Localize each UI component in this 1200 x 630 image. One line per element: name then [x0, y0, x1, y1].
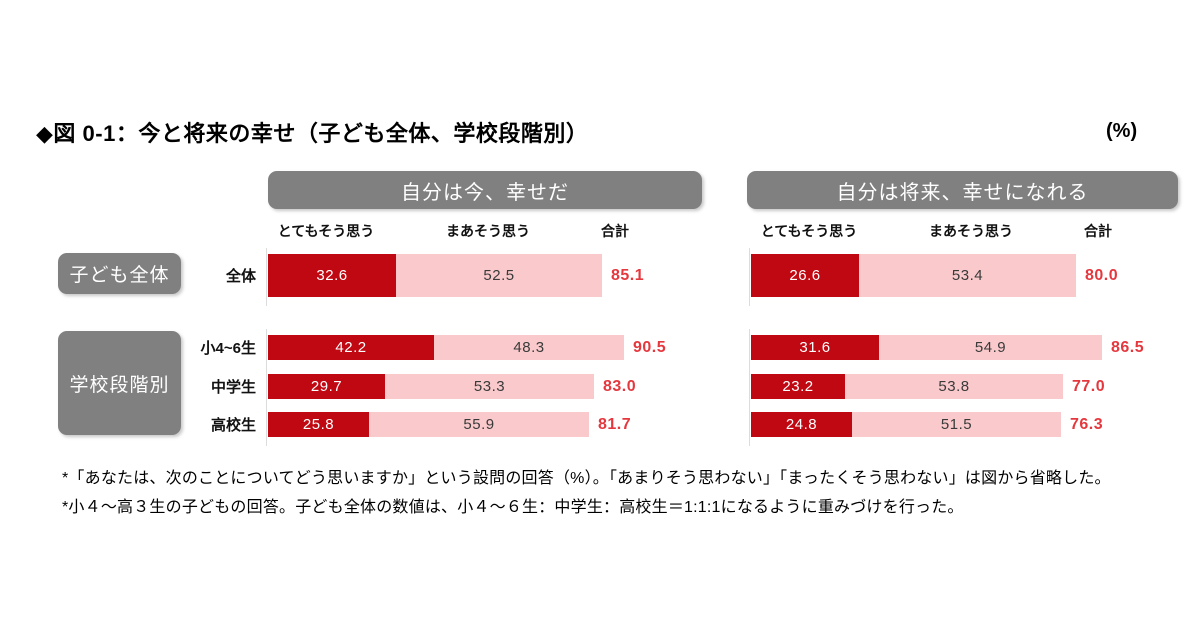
axis-line	[749, 329, 750, 446]
bar-segment-somewhat-agree: 48.3	[434, 335, 624, 360]
bar-value-label: 53.3	[473, 378, 506, 395]
bar-value-label: 53.4	[951, 267, 984, 284]
total-value-label: 76.3	[1070, 415, 1104, 433]
total-value-label: 80.0	[1085, 266, 1119, 284]
total-value-label: 85.1	[611, 266, 645, 284]
bar-value-label: 32.6	[316, 267, 348, 284]
bar-segment-strongly-agree: 32.6	[268, 254, 396, 297]
bar-segment-somewhat-agree: 51.5	[852, 412, 1061, 437]
bar-value-label: 25.8	[302, 416, 335, 433]
panel-header: 自分は今、幸せだ	[268, 171, 702, 209]
bar-segment-somewhat-agree: 53.8	[845, 374, 1063, 399]
bar-value-label: 53.8	[938, 378, 970, 395]
bar-segment-strongly-agree: 29.7	[268, 374, 385, 399]
bar-value-label: 23.2	[782, 378, 814, 395]
column-header-total: 合計	[601, 223, 629, 239]
row-label: 小4~6生	[200, 340, 256, 357]
bar-value-label: 55.9	[463, 416, 495, 433]
row-label: 中学生	[210, 379, 256, 396]
bar-value-label: 26.6	[789, 267, 821, 284]
group-box-overall: 子ども全体	[58, 253, 181, 294]
bar-segment-somewhat-agree: 53.3	[385, 374, 594, 399]
unit-label: (%)	[1106, 120, 1138, 142]
bar-value-label: 31.6	[799, 339, 831, 356]
bar-value-label: 48.3	[513, 339, 545, 356]
bar-segment-somewhat-agree: 55.9	[369, 412, 589, 437]
column-header-somewhat-agree: まあそう思う	[446, 223, 530, 239]
column-header-strongly-agree: とてもそう思う	[760, 223, 858, 239]
group-box-school-stage: 学校段階別	[58, 331, 181, 435]
column-header-somewhat-agree: まあそう思う	[929, 223, 1013, 239]
bar-segment-somewhat-agree: 53.4	[859, 254, 1076, 297]
footnote-line-1: *「あなたは、次のことについてどう思いますか」という設問の回答（%）。「あまりそ…	[62, 470, 1111, 487]
panel-header: 自分は将来、幸せになれる	[747, 171, 1178, 209]
bar-segment-strongly-agree: 24.8	[751, 412, 852, 437]
axis-line	[266, 329, 267, 446]
bar-value-label: 29.7	[310, 378, 343, 395]
group-box-school-stage-label: 学校段階別	[69, 374, 170, 396]
row-label: 高校生	[210, 417, 256, 434]
bar-value-label: 54.9	[974, 339, 1007, 356]
page-title: ◆図 0-1：今と将来の幸せ（子ども全体、学校段階別）	[36, 121, 589, 146]
group-box-overall-label: 子ども全体	[69, 265, 170, 286]
column-header-total: 合計	[1084, 223, 1112, 239]
total-value-label: 77.0	[1072, 377, 1106, 395]
bar-segment-strongly-agree: 23.2	[751, 374, 845, 399]
total-value-label: 86.5	[1111, 338, 1145, 356]
bar-value-label: 42.2	[335, 339, 367, 356]
bar-segment-strongly-agree: 25.8	[268, 412, 369, 437]
bar-segment-strongly-agree: 31.6	[751, 335, 879, 360]
column-header-strongly-agree: とてもそう思う	[277, 223, 375, 239]
axis-line	[749, 248, 750, 306]
row-label: 全体	[225, 268, 256, 285]
total-value-label: 90.5	[633, 338, 667, 356]
axis-line	[266, 248, 267, 306]
total-value-label: 81.7	[598, 415, 632, 433]
bar-segment-strongly-agree: 42.2	[268, 335, 434, 360]
bar-segment-somewhat-agree: 52.5	[396, 254, 602, 297]
footnote-line-2: *小４～高３生の子どもの回答。子ども全体の数値は、小４～６生：中学生：高校生＝1…	[62, 499, 964, 516]
bar-value-label: 52.5	[483, 267, 515, 284]
total-value-label: 83.0	[603, 377, 637, 395]
bar-segment-strongly-agree: 26.6	[751, 254, 859, 297]
bar-value-label: 24.8	[785, 416, 818, 433]
bar-value-label: 51.5	[940, 416, 973, 433]
bar-segment-somewhat-agree: 54.9	[879, 335, 1102, 360]
